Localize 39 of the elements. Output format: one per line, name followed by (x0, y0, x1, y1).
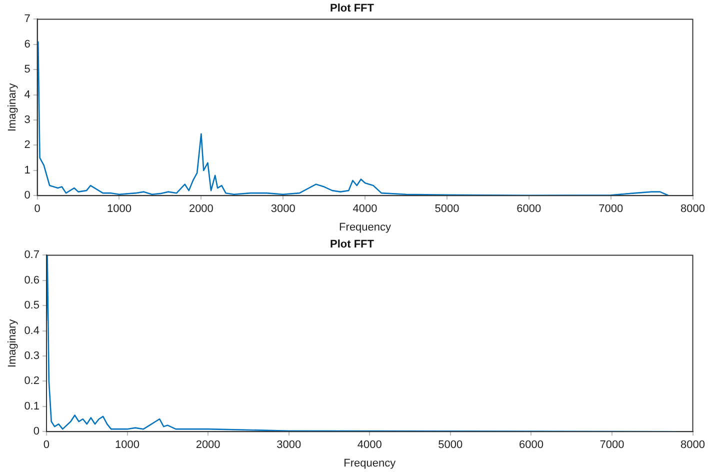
x-tick-label: 5000 (438, 439, 463, 452)
y-tick-label: 0.7 (24, 249, 40, 262)
x-tick-label: 7000 (598, 203, 624, 216)
y-tick-label: 5 (24, 64, 30, 76)
x-tick-label: 5000 (434, 203, 460, 216)
y-tick-label: 0.5 (24, 300, 40, 312)
y-tick-label: 7 (24, 13, 30, 26)
y-tick-label: 0.2 (24, 375, 40, 388)
x-tick-label: 0 (43, 439, 50, 452)
x-tick-label: 1000 (107, 203, 132, 216)
x-tick-label: 6000 (518, 439, 544, 452)
x-tick-label: 6000 (516, 203, 542, 216)
x-tick-label: 3000 (276, 439, 302, 452)
x-tick-label: 8000 (680, 439, 706, 452)
y-tick-label: 0.6 (24, 274, 40, 286)
y-tick-label: 6 (24, 38, 30, 50)
y-tick-label: 0 (33, 426, 40, 438)
y-axis-title: Imaginary (6, 82, 19, 132)
y-tick-label: 0.4 (24, 324, 40, 337)
x-tick-label: 2000 (188, 203, 214, 216)
x-tick-label: 4000 (352, 203, 378, 216)
y-tick-label: 0.3 (24, 350, 40, 362)
x-tick-label: 1000 (115, 439, 140, 452)
y-tick-label: 3 (24, 114, 30, 126)
y-axis-title: Imaginary (6, 318, 19, 368)
y-tick-label: 0.1 (24, 400, 40, 412)
chart-title: Plot FFT (330, 238, 374, 251)
x-tick-label: 7000 (600, 439, 624, 452)
y-tick-label: 4 (24, 88, 30, 101)
x-tick-label: 2000 (196, 439, 220, 452)
y-tick-label: 0 (24, 190, 30, 202)
x-axis-title: Frequency (339, 221, 392, 234)
x-axis-title: Frequency (344, 457, 396, 470)
x-tick-label: 8000 (680, 203, 706, 216)
y-tick-label: 1 (24, 164, 30, 176)
chart-title: Plot FFT (330, 2, 374, 15)
y-tick-label: 2 (24, 139, 30, 152)
x-tick-label: 3000 (270, 203, 296, 216)
x-tick-label: 4000 (357, 439, 382, 452)
